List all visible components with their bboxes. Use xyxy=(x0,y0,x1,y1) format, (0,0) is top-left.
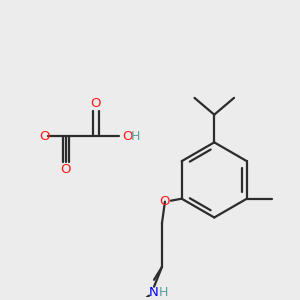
Text: N: N xyxy=(149,286,159,299)
Text: O: O xyxy=(90,97,101,110)
Text: H: H xyxy=(131,130,141,143)
Text: H: H xyxy=(158,286,168,299)
Text: O: O xyxy=(39,130,50,143)
Text: O: O xyxy=(122,130,133,143)
Text: O: O xyxy=(160,195,170,208)
Text: O: O xyxy=(61,163,71,176)
